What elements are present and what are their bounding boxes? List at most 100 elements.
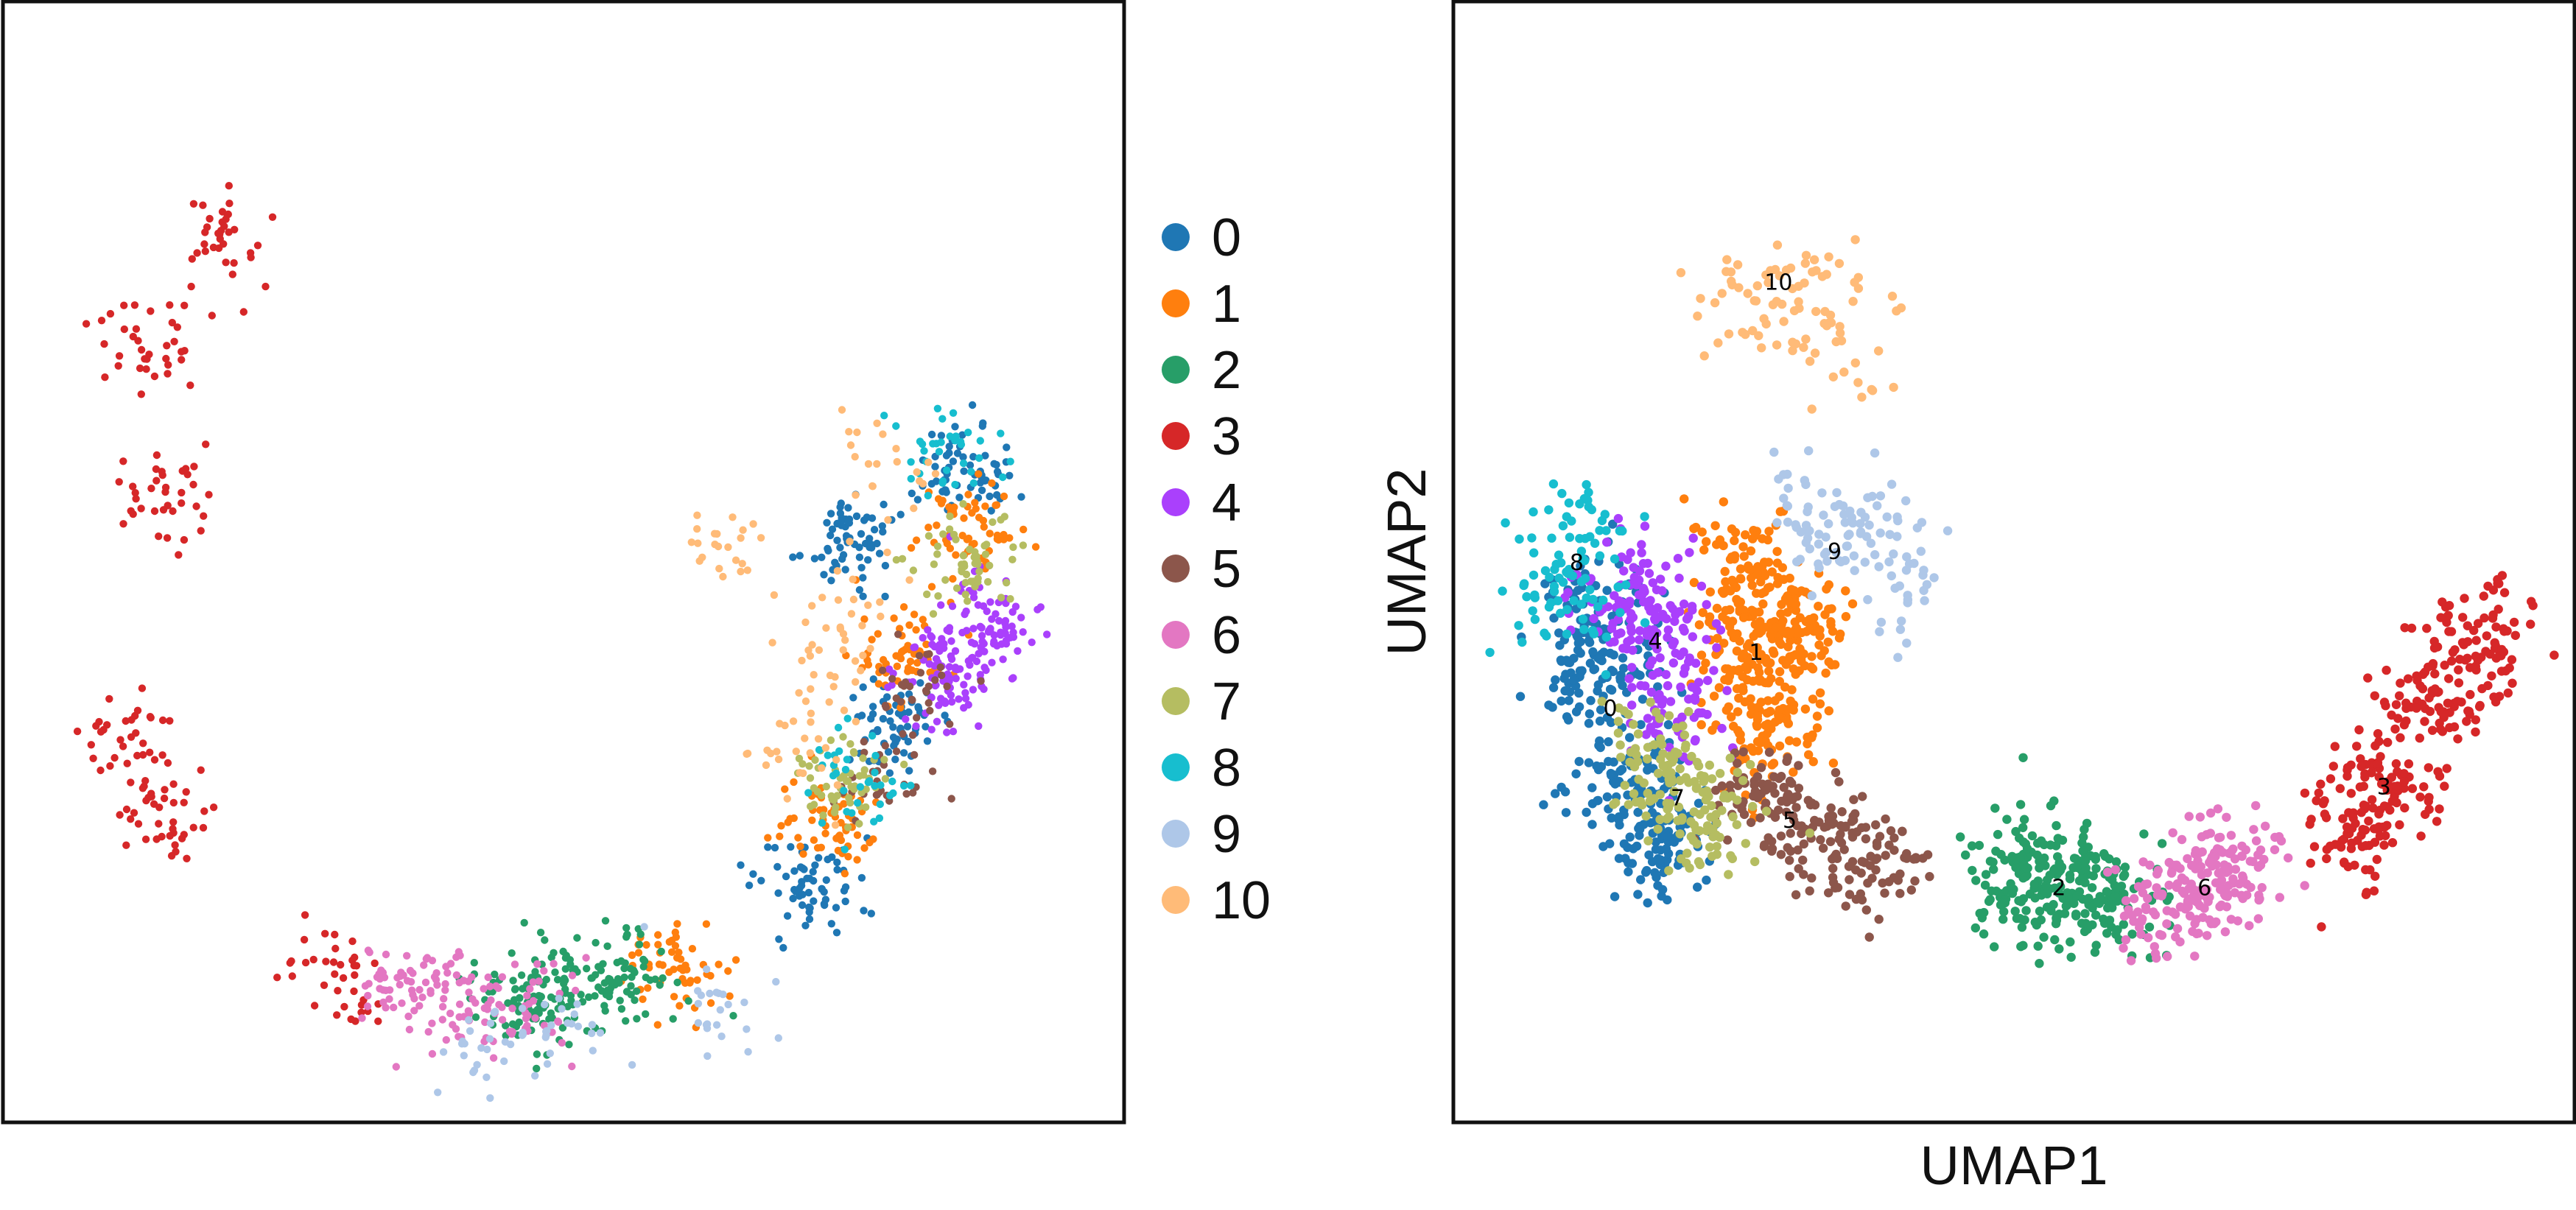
scatter-point-cluster-4: [999, 655, 1007, 664]
scatter-point-cluster-9: [567, 1020, 576, 1028]
scatter-point-cluster-8: [1545, 572, 1554, 582]
scatter-point-cluster-1: [1812, 711, 1822, 721]
scatter-point-cluster-2: [673, 978, 681, 987]
scatter-point-cluster-3: [2471, 636, 2481, 645]
scatter-point-cluster-6: [2215, 901, 2225, 912]
scatter-point-cluster-4: [1627, 700, 1637, 710]
scatter-point-cluster-8: [1575, 499, 1584, 509]
scatter-point-cluster-7: [1727, 854, 1737, 864]
scatter-point-cluster-1: [1785, 597, 1794, 607]
scatter-point-cluster-2: [2091, 940, 2101, 950]
scatter-point-cluster-4: [1617, 552, 1626, 562]
scatter-point-cluster-0: [945, 443, 953, 451]
scatter-point-cluster-0: [1608, 519, 1618, 529]
scatter-point-cluster-8: [999, 473, 1007, 482]
scatter-point-cluster-3: [2373, 729, 2383, 739]
scatter-point-cluster-2: [2072, 862, 2082, 871]
scatter-point-cluster-0: [1560, 787, 1570, 797]
scatter-point-cluster-4: [930, 642, 939, 651]
scatter-point-cluster-6: [2121, 896, 2131, 906]
scatter-point-cluster-3: [119, 520, 127, 528]
scatter-point-cluster-2: [2079, 832, 2088, 842]
scatter-point-cluster-4: [1675, 607, 1685, 616]
scatter-point-cluster-0: [1651, 837, 1661, 847]
scatter-point-cluster-3: [2425, 706, 2435, 717]
scatter-point-cluster-9: [500, 1057, 508, 1066]
scatter-point-cluster-0: [1602, 713, 1612, 722]
scatter-point-cluster-10: [1751, 296, 1761, 306]
scatter-point-cluster-1: [764, 834, 772, 842]
scatter-point-cluster-2: [547, 953, 555, 962]
scatter-point-cluster-3: [97, 317, 106, 325]
scatter-point-cluster-6: [2121, 935, 2131, 945]
scatter-point-cluster-8: [840, 787, 848, 795]
scatter-point-cluster-3: [225, 182, 233, 190]
scatter-point-cluster-2: [2053, 834, 2063, 843]
scatter-point-cluster-8: [907, 781, 915, 789]
scatter-point-cluster-7: [850, 749, 858, 757]
scatter-point-cluster-6: [2211, 917, 2221, 927]
scatter-point-cluster-1: [1749, 631, 1758, 641]
scatter-point-cluster-10: [1839, 367, 1849, 377]
scatter-point-cluster-5: [1756, 763, 1766, 773]
scatter-point-cluster-4: [947, 655, 956, 664]
scatter-point-cluster-3: [137, 504, 145, 513]
scatter-point-cluster-4: [986, 627, 994, 636]
scatter-point-cluster-3: [96, 766, 105, 775]
scatter-point-cluster-9: [1912, 523, 1922, 532]
scatter-point-cluster-10: [849, 595, 858, 604]
scatter-point-cluster-7: [1674, 802, 1684, 812]
scatter-point-cluster-8: [1529, 548, 1539, 557]
scatter-point-cluster-8: [1554, 573, 1564, 583]
scatter-point-cluster-1: [706, 999, 715, 1007]
scatter-point-cluster-0: [899, 749, 908, 757]
scatter-point-cluster-10: [801, 734, 809, 742]
scatter-point-cluster-2: [617, 957, 625, 965]
scatter-point-cluster-6: [2200, 904, 2209, 913]
scatter-point-cluster-8: [1540, 566, 1551, 576]
scatter-point-cluster-2: [2157, 839, 2167, 848]
scatter-point-cluster-0: [737, 861, 745, 869]
scatter-point-cluster-3: [122, 841, 130, 849]
scatter-point-cluster-1: [874, 680, 883, 688]
scatter-point-cluster-1: [1764, 527, 1774, 536]
scatter-point-cluster-2: [1998, 915, 2008, 924]
scatter-point-cluster-10: [1826, 318, 1836, 328]
scatter-point-cluster-9: [1885, 530, 1895, 539]
scatter-point-cluster-2: [491, 970, 499, 979]
scatter-point-cluster-9: [640, 923, 648, 931]
scatter-point-cluster-1: [971, 499, 979, 507]
scatter-point-cluster-8: [1597, 516, 1607, 526]
scatter-point-cluster-3: [2348, 808, 2358, 817]
scatter-point-cluster-9: [588, 1029, 596, 1038]
scatter-point-cluster-10: [1788, 345, 1797, 356]
scatter-point-cluster-3: [301, 958, 310, 967]
scatter-point-cluster-4: [964, 700, 972, 709]
scatter-point-cluster-10: [1748, 326, 1758, 336]
scatter-point-cluster-2: [622, 988, 631, 996]
scatter-point-cluster-6: [2215, 878, 2225, 887]
scatter-point-cluster-6: [455, 1000, 464, 1008]
scatter-point-cluster-1: [866, 838, 874, 847]
scatter-point-cluster-1: [970, 540, 978, 548]
scatter-point-cluster-10: [1801, 250, 1811, 260]
scatter-point-cluster-1: [671, 928, 679, 937]
scatter-point-cluster-6: [364, 991, 372, 1000]
scatter-point-cluster-1: [1697, 527, 1707, 537]
scatter-point-cluster-3: [2491, 622, 2501, 632]
scatter-point-cluster-4: [1663, 625, 1673, 635]
scatter-point-cluster-9: [1801, 521, 1811, 530]
scatter-point-cluster-2: [2088, 903, 2097, 913]
scatter-point-cluster-1: [1823, 637, 1833, 647]
scatter-point-cluster-7: [1673, 748, 1682, 759]
scatter-point-cluster-10: [884, 516, 892, 524]
scatter-point-cluster-0: [1003, 443, 1011, 451]
scatter-point-cluster-6: [2133, 882, 2144, 892]
scatter-point-cluster-7: [862, 785, 870, 793]
scatter-point-cluster-4: [960, 680, 968, 689]
scatter-point-cluster-1: [1828, 627, 1838, 636]
scatter-point-cluster-1: [1768, 646, 1778, 656]
scatter-point-cluster-4: [1691, 658, 1701, 668]
scatter-point-cluster-2: [587, 974, 595, 982]
scatter-point-cluster-4: [1657, 611, 1666, 621]
